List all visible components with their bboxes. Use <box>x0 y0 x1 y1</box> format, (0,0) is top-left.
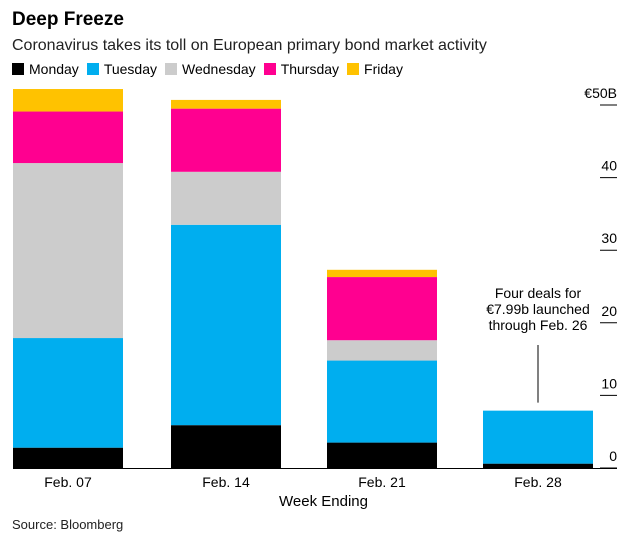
bar-feb-07-wednesday <box>13 163 123 339</box>
legend-label-wednesday: Wednesday <box>182 61 256 77</box>
legend-swatch-wednesday <box>165 63 177 75</box>
bar-feb-28-monday <box>483 463 593 468</box>
legend-item-tuesday: Tuesday <box>86 61 157 77</box>
bar-feb-14-friday <box>171 99 281 109</box>
bar-feb-21-wednesday <box>327 340 437 361</box>
x-tick-label-feb-21: Feb. 21 <box>358 474 406 490</box>
bar-feb-14-wednesday <box>171 171 281 225</box>
legend-item-wednesday: Wednesday <box>165 61 256 77</box>
bar-feb-28-tuesday <box>483 410 593 464</box>
y-tick-label-20: 20 <box>601 303 617 319</box>
y-tick-label-50: €50B <box>584 85 617 101</box>
y-tick-label-40: 40 <box>601 158 617 174</box>
legend-item-friday: Friday <box>347 61 403 77</box>
bar-feb-14-thursday <box>171 108 281 172</box>
bar-feb-14-tuesday <box>171 224 281 426</box>
y-tick-label-30: 30 <box>601 230 617 246</box>
x-axis-label: Week Ending <box>0 493 641 510</box>
legend-swatch-monday <box>12 63 24 75</box>
bar-feb-07-monday <box>13 447 123 468</box>
legend-label-friday: Friday <box>364 61 403 77</box>
bar-feb-21-monday <box>327 442 437 468</box>
chart-annotation: Four deals for €7.99b launched through F… <box>459 285 617 333</box>
bar-feb-21-friday <box>327 269 437 278</box>
legend-swatch-tuesday <box>86 63 99 75</box>
x-tick-label-feb-14: Feb. 14 <box>202 474 250 490</box>
bar-feb-21-tuesday <box>327 360 437 443</box>
legend-swatch-friday <box>347 63 360 75</box>
x-tick-label-feb-28: Feb. 28 <box>514 474 562 490</box>
bar-feb-07-friday <box>13 89 123 112</box>
legend-item-thursday: Thursday <box>263 61 340 77</box>
annotation-line-3: through Feb. 26 <box>488 317 588 333</box>
x-tick-label-feb-07: Feb. 07 <box>44 474 92 490</box>
source-note: Source: Bloomberg <box>12 517 124 532</box>
bar-feb-14-monday <box>171 425 281 468</box>
bar-feb-07-tuesday <box>13 338 123 448</box>
chart-title: Deep Freeze <box>12 9 124 30</box>
chart-subtitle: Coronavirus takes its toll on European p… <box>12 37 487 54</box>
bar-feb-21-thursday <box>327 277 437 341</box>
x-axis-label-text: Week Ending <box>279 493 368 510</box>
legend-label-tuesday: Tuesday <box>103 61 157 77</box>
legend-label-monday: Monday <box>29 61 79 77</box>
legend-item-monday: Monday <box>12 61 79 77</box>
annotation-line-1: Four deals for <box>494 285 582 301</box>
chart-legend: Monday Tuesday Wednesday Thursday Friday <box>12 61 411 77</box>
y-tick-label-0: 0 <box>609 448 617 464</box>
annotation-line-2: €7.99b launched <box>486 301 590 317</box>
y-tick-label-10: 10 <box>601 375 617 391</box>
legend-label-thursday: Thursday <box>280 61 340 77</box>
bar-feb-07-thursday <box>13 111 123 164</box>
legend-swatch-thursday <box>263 63 276 75</box>
